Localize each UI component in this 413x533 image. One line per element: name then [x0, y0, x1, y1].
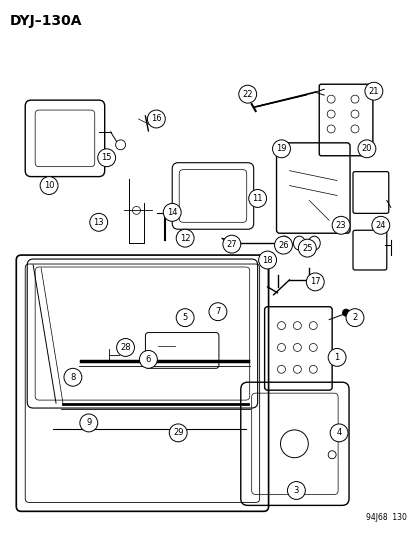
Circle shape [139, 350, 157, 368]
Text: 18: 18 [262, 255, 272, 264]
Circle shape [287, 481, 305, 499]
Circle shape [371, 216, 389, 234]
Text: 12: 12 [180, 233, 190, 243]
Text: 1: 1 [334, 353, 339, 362]
Text: 6: 6 [145, 355, 151, 364]
Circle shape [40, 176, 58, 195]
Circle shape [209, 303, 226, 321]
Circle shape [272, 140, 290, 158]
Text: 16: 16 [151, 115, 161, 124]
Circle shape [364, 82, 382, 100]
Circle shape [331, 216, 349, 234]
Text: 17: 17 [309, 277, 320, 286]
Text: 28: 28 [120, 343, 131, 352]
Circle shape [357, 140, 375, 158]
Circle shape [306, 273, 323, 291]
Text: 15: 15 [101, 153, 112, 162]
Circle shape [328, 349, 345, 366]
Text: 22: 22 [242, 90, 252, 99]
Text: DYJ–130A: DYJ–130A [9, 14, 82, 28]
Text: 23: 23 [335, 221, 346, 230]
Circle shape [274, 236, 292, 254]
Circle shape [80, 414, 97, 432]
Text: 14: 14 [166, 208, 177, 217]
Circle shape [258, 251, 276, 269]
Text: 4: 4 [336, 429, 341, 438]
Circle shape [116, 338, 134, 357]
Text: 20: 20 [361, 144, 371, 154]
Text: 19: 19 [275, 144, 286, 154]
Text: 13: 13 [93, 218, 104, 227]
Circle shape [345, 309, 363, 327]
Text: 2: 2 [351, 313, 357, 322]
Text: 10: 10 [44, 181, 54, 190]
Circle shape [238, 85, 256, 103]
Text: 24: 24 [375, 221, 385, 230]
Circle shape [341, 309, 349, 317]
Text: 7: 7 [215, 307, 220, 316]
Text: 9: 9 [86, 418, 91, 427]
Circle shape [64, 368, 82, 386]
Text: 25: 25 [301, 244, 312, 253]
Text: 5: 5 [182, 313, 188, 322]
Circle shape [163, 204, 181, 221]
Circle shape [147, 110, 165, 128]
Circle shape [176, 309, 194, 327]
Text: 27: 27 [226, 240, 237, 249]
Circle shape [176, 229, 194, 247]
Circle shape [169, 424, 187, 442]
Text: 94J68  130: 94J68 130 [365, 513, 406, 522]
Text: 26: 26 [278, 240, 288, 249]
Circle shape [97, 149, 115, 167]
Circle shape [330, 424, 347, 442]
Circle shape [298, 239, 316, 257]
Text: 8: 8 [70, 373, 76, 382]
Circle shape [90, 213, 107, 231]
Text: 11: 11 [252, 194, 262, 203]
Text: 3: 3 [293, 486, 298, 495]
Circle shape [222, 235, 240, 253]
Circle shape [248, 190, 266, 207]
Text: 29: 29 [173, 429, 183, 438]
Text: 21: 21 [368, 87, 378, 96]
